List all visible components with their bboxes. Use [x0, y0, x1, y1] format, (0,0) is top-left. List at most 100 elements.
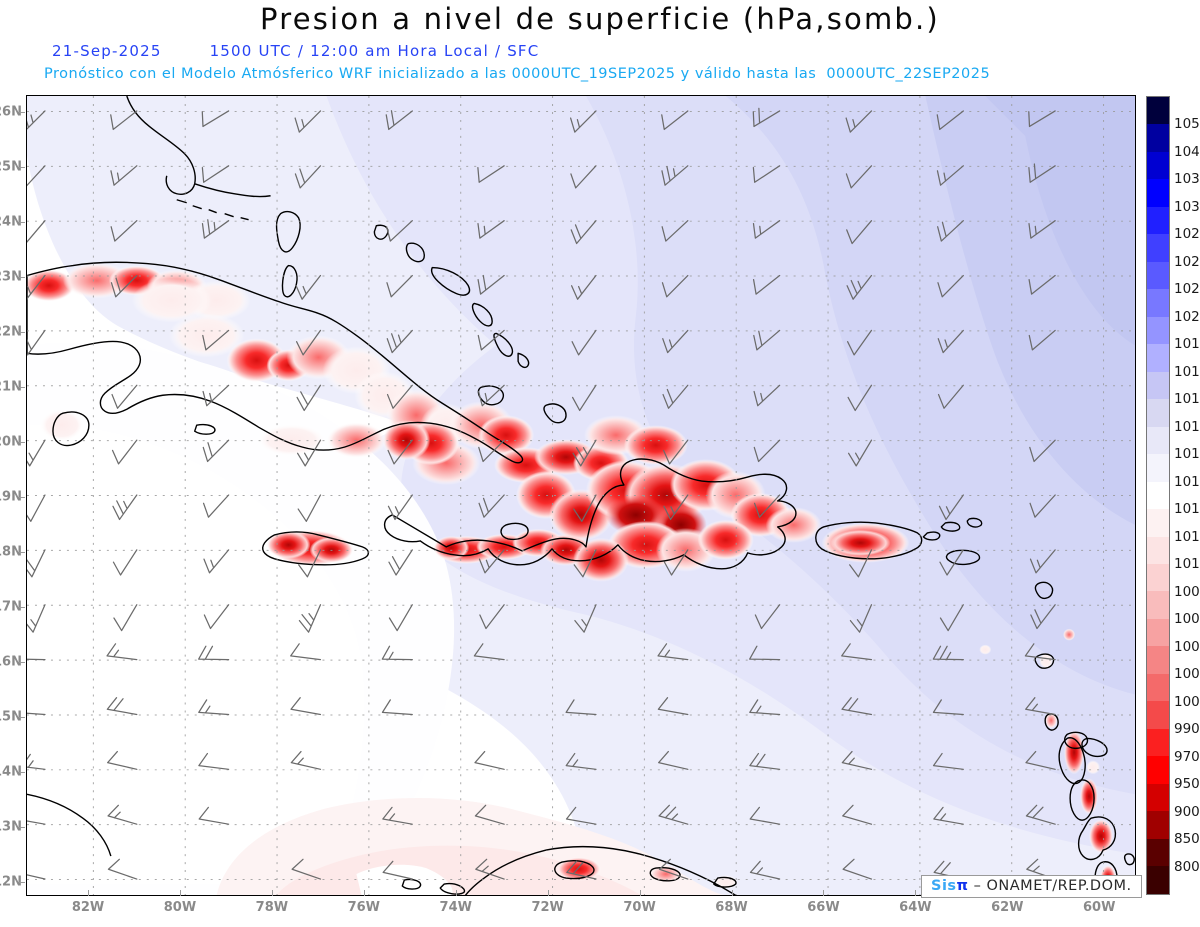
wind-barb: [27, 658, 46, 661]
colorbar-tick-label-1000: 1000: [1174, 693, 1200, 710]
colorbar-tick-label-1017: 1017: [1174, 391, 1200, 408]
wind-barb: [847, 384, 873, 412]
wind-barb: [938, 494, 964, 521]
wind-barb: [1024, 643, 1056, 661]
colorbar-band: [1147, 481, 1169, 510]
wind-barb: [290, 643, 322, 661]
lat-tick-label-25N: 25N: [0, 159, 22, 175]
lon-tick-label-78W: 78W: [255, 900, 289, 915]
colorbar-band: [1147, 426, 1169, 455]
lat-tick-mark: [19, 717, 25, 718]
wind-barb: [27, 220, 46, 243]
wind-barb: [110, 220, 138, 242]
wind-barb: [658, 804, 689, 825]
colorbar-tick-label-800: 800: [1174, 858, 1200, 875]
lat-tick-mark: [19, 497, 25, 498]
map-plot-area[interactable]: [26, 95, 1136, 896]
wind-barb: [570, 274, 597, 300]
wind-barb: [937, 220, 964, 242]
colorbar-tick-label-1010: 1010: [1174, 556, 1200, 573]
colorbar-band: [1147, 646, 1169, 674]
wind-barb: [477, 165, 505, 183]
wind-barb: [27, 274, 46, 300]
wind-barb: [382, 860, 413, 880]
colorbar-band: [1147, 701, 1169, 729]
wind-barb: [570, 165, 597, 189]
wind-barb: [295, 274, 322, 300]
wind-barb: [203, 604, 230, 630]
colorbar-band: [1147, 756, 1169, 784]
wind-barb: [198, 699, 230, 716]
pressure-colorbar[interactable]: [1146, 96, 1170, 895]
colorbar-tick-label-1022: 1022: [1174, 281, 1200, 298]
wind-barb: [296, 384, 322, 412]
wind-barb: [479, 604, 505, 630]
wind-barb: [566, 860, 597, 880]
wind-barb: [297, 494, 322, 522]
wind-barb: [569, 110, 597, 133]
wind-barb: [572, 439, 597, 467]
chart-header: Presion a nivel de superficie (hPa,somb.…: [0, 0, 1200, 92]
lon-tick-mark: [364, 890, 365, 896]
lon-tick-mark: [548, 890, 549, 896]
wind-barb: [754, 604, 781, 630]
lon-tick-mark: [456, 890, 457, 896]
wind-barb: [845, 165, 873, 189]
wind-barb: [1025, 804, 1056, 825]
wind-barb: [753, 384, 781, 407]
lat-tick-mark: [19, 607, 25, 608]
level-label: SFC: [507, 42, 540, 60]
wind-barb-layer: [27, 107, 1056, 880]
latlon-grid-layer: [27, 96, 1135, 895]
wind-barb: [387, 439, 413, 465]
lat-tick-label-19N: 19N: [0, 489, 22, 505]
colorbar-band: [1147, 124, 1169, 152]
wind-barb: [106, 697, 138, 716]
wind-barb: [663, 494, 689, 521]
colorbar-band: [1147, 563, 1169, 592]
colorbar-tick-label-850: 850: [1174, 831, 1200, 848]
wind-barb: [27, 329, 46, 356]
wind-barb: [107, 804, 138, 825]
lat-tick-mark: [19, 882, 25, 883]
wind-barb: [936, 110, 964, 131]
colorbar-tick-label-1014: 1014: [1174, 473, 1200, 490]
wind-barb: [290, 750, 322, 770]
wind-barb: [27, 439, 46, 467]
colorbar-band: [1147, 316, 1169, 345]
wind-barb: [573, 549, 597, 578]
lat-tick-label-24N: 24N: [0, 214, 22, 230]
colorbar-band: [1147, 673, 1169, 702]
wind-barb: [202, 329, 230, 351]
wind-barb: [752, 165, 781, 183]
wind-barb: [198, 806, 230, 825]
wind-barb: [27, 874, 46, 880]
lat-tick-label-15N: 15N: [0, 709, 22, 725]
colorbar-tick-label-1030: 1030: [1174, 198, 1200, 215]
wind-barb: [198, 752, 230, 770]
wind-barb: [1030, 604, 1056, 630]
colorbar-tick-label-1012: 1012: [1174, 528, 1200, 545]
attribution-badge: Sisπ – ONAMET/REP.DOM.: [921, 875, 1142, 898]
wind-barb: [842, 858, 873, 880]
lat-tick-label-20N: 20N: [0, 434, 22, 450]
wind-barb: [27, 165, 46, 187]
colorbar-tick-label-1028: 1028: [1174, 226, 1200, 243]
wind-barb: [565, 699, 597, 716]
lon-tick-label-60W: 60W: [1083, 900, 1116, 915]
wind-barb: [201, 165, 230, 183]
wind-barb: [1025, 750, 1056, 770]
wind-barb: [381, 699, 413, 716]
wind-barb: [663, 549, 689, 576]
lat-tick-label-16N: 16N: [0, 654, 22, 670]
wind-barb: [753, 494, 781, 518]
wind-barb: [478, 549, 505, 574]
wind-barb: [294, 165, 322, 189]
wind-barb: [749, 752, 781, 770]
wind-barb: [936, 165, 964, 186]
wind-barb: [1028, 163, 1056, 183]
wind-barb: [658, 858, 689, 880]
lat-tick-mark: [19, 332, 25, 333]
wind-barb: [111, 384, 138, 409]
wind-barb: [847, 439, 873, 467]
